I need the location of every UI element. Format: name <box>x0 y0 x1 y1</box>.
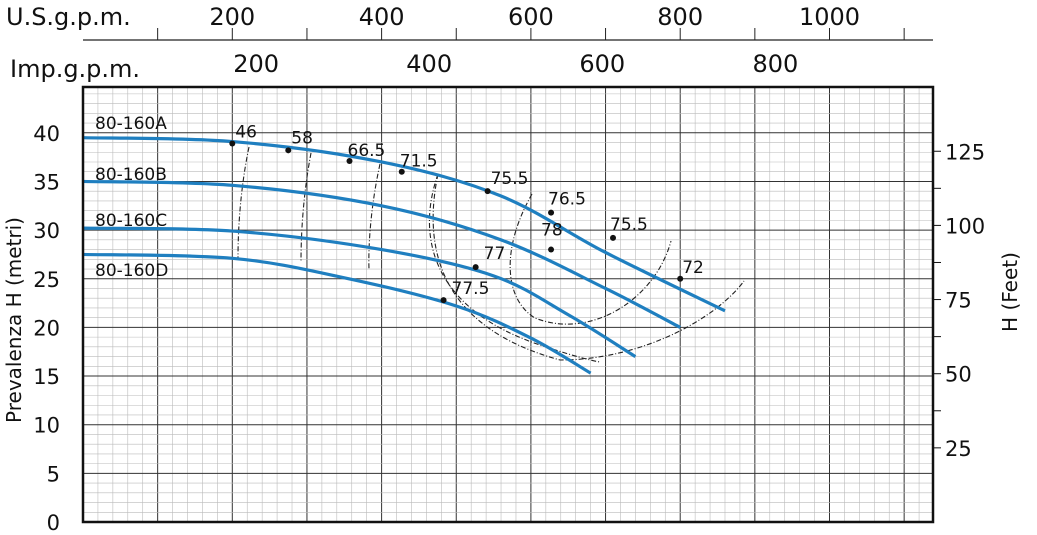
efficiency-point <box>548 209 555 216</box>
imp-gpm-axis: Imp.g.p.m. 200 400 600 800 <box>10 50 798 83</box>
y-tick-label-left: 40 <box>33 122 60 146</box>
efficiency-point <box>610 234 617 241</box>
efficiency-points: 46 58 66.5 71.5 75.5 76.5 75.5 78 72 77 77.5 <box>229 123 704 304</box>
y-tick-label-left: 10 <box>33 414 60 438</box>
eff-contour-66-5 <box>368 163 381 271</box>
tick-labels: 0 5 10 15 20 25 30 35 40 25 50 75 100 125 <box>33 122 985 535</box>
curve-label: 80-160A <box>95 114 167 134</box>
curve-label: 80-160B <box>95 165 167 185</box>
y-tick-label-right: 25 <box>945 437 972 461</box>
efficiency-point <box>440 297 447 304</box>
efficiency-label: 77 <box>484 244 506 264</box>
efficiency-point <box>677 275 684 282</box>
y-tick-label-left: 20 <box>33 316 60 340</box>
eff-contour-71-5-inner <box>428 173 601 363</box>
efficiency-point <box>484 188 491 195</box>
eff-contour-72 <box>432 173 745 361</box>
y-axis-title-left: Prevalenza H (metri) <box>2 217 26 423</box>
imp-gpm-tick-label: 200 <box>233 50 279 78</box>
efficiency-label: 46 <box>235 123 257 143</box>
y-tick-label-right: 75 <box>945 289 972 313</box>
efficiency-label: 72 <box>682 258 704 278</box>
eff-contour-46 <box>237 146 250 259</box>
curve-80-160d <box>82 252 592 375</box>
efficiency-label: 77.5 <box>452 279 490 299</box>
plot-frame <box>81 85 935 524</box>
curve-80-160c <box>82 226 637 358</box>
efficiency-point <box>548 246 555 253</box>
efficiency-point <box>472 264 479 271</box>
us-gpm-tick-label: 600 <box>508 3 554 31</box>
y-tick-label-left: 35 <box>33 170 60 194</box>
y-tick-label-left: 5 <box>47 462 60 486</box>
curve-label: 80-160C <box>95 211 167 231</box>
efficiency-point <box>346 158 353 165</box>
imp-gpm-label: Imp.g.p.m. <box>10 55 140 83</box>
efficiency-point <box>398 168 405 175</box>
efficiency-label: 75.5 <box>491 169 529 189</box>
efficiency-label: 76.5 <box>548 190 586 210</box>
imp-gpm-tick-label: 800 <box>752 50 798 78</box>
efficiency-label: 66.5 <box>348 141 386 161</box>
pump-curves: 80-160A 80-160B 80-160C 80-160D <box>82 114 726 375</box>
efficiency-label: 78 <box>541 221 563 241</box>
y-tick-label-right: 50 <box>945 363 972 387</box>
curve-80-160a <box>82 136 726 313</box>
imp-gpm-tick-label: 400 <box>406 50 452 78</box>
curve-80-160b <box>82 179 681 329</box>
y-tick-label-left: 0 <box>47 511 60 535</box>
eff-contour-58 <box>300 152 312 263</box>
y-tick-label-left: 25 <box>33 268 60 292</box>
efficiency-label: 71.5 <box>400 152 438 172</box>
efficiency-point <box>285 147 292 154</box>
grid <box>83 87 933 522</box>
imp-gpm-tick-label: 600 <box>579 50 625 78</box>
us-gpm-tick-label: 800 <box>657 3 703 31</box>
y-axis-title-right: H (Feet) <box>998 252 1022 332</box>
efficiency-label: 75.5 <box>610 215 648 235</box>
y-tick-label-left: 15 <box>33 365 60 389</box>
curve-label: 80-160D <box>95 261 168 281</box>
y-tick-label-left: 30 <box>33 219 60 243</box>
efficiency-label: 58 <box>291 128 313 148</box>
us-gpm-tick-label: 1000 <box>799 3 860 31</box>
y-tick-label-right: 125 <box>945 140 985 164</box>
efficiency-contours <box>237 146 745 363</box>
us-gpm-label: U.S.g.p.m. <box>6 3 131 31</box>
us-gpm-axis: U.S.g.p.m. 200 400 600 800 1000 <box>6 3 933 41</box>
efficiency-point <box>229 140 236 147</box>
y-tick-label-right: 100 <box>945 214 985 238</box>
us-gpm-tick-label: 200 <box>209 3 255 31</box>
us-gpm-tick-label: 400 <box>359 3 405 31</box>
